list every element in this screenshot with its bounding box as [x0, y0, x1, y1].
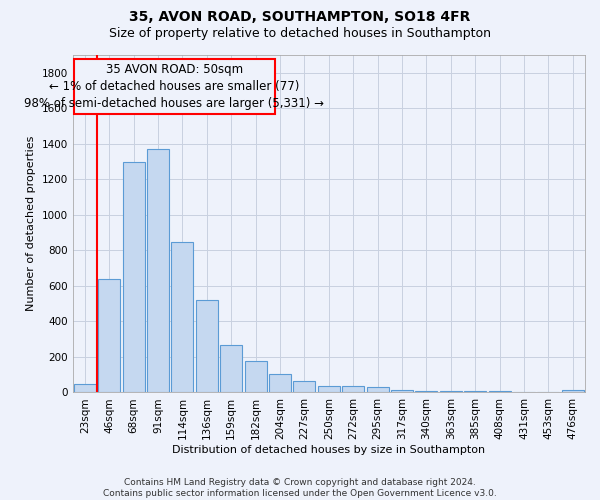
Bar [391, 390, 413, 392]
Bar [415, 391, 437, 392]
FancyBboxPatch shape [74, 58, 275, 114]
Bar [147, 149, 169, 392]
Bar [367, 388, 389, 392]
X-axis label: Distribution of detached houses by size in Southampton: Distribution of detached houses by size … [172, 445, 485, 455]
Bar [464, 391, 486, 392]
Text: 35 AVON ROAD: 50sqm
← 1% of detached houses are smaller (77)
98% of semi-detache: 35 AVON ROAD: 50sqm ← 1% of detached hou… [25, 62, 325, 110]
Y-axis label: Number of detached properties: Number of detached properties [26, 136, 36, 312]
Bar [220, 344, 242, 393]
Bar [488, 391, 511, 392]
Bar [74, 384, 96, 392]
Bar [562, 390, 584, 392]
Bar [98, 279, 120, 392]
Bar [440, 391, 462, 392]
Bar [269, 374, 291, 392]
Bar [122, 162, 145, 392]
Text: Contains HM Land Registry data © Crown copyright and database right 2024.
Contai: Contains HM Land Registry data © Crown c… [103, 478, 497, 498]
Bar [293, 382, 316, 392]
Text: Size of property relative to detached houses in Southampton: Size of property relative to detached ho… [109, 28, 491, 40]
Text: 35, AVON ROAD, SOUTHAMPTON, SO18 4FR: 35, AVON ROAD, SOUTHAMPTON, SO18 4FR [130, 10, 470, 24]
Bar [318, 386, 340, 392]
Bar [245, 362, 266, 392]
Bar [196, 300, 218, 392]
Bar [342, 386, 364, 392]
Bar [172, 242, 193, 392]
